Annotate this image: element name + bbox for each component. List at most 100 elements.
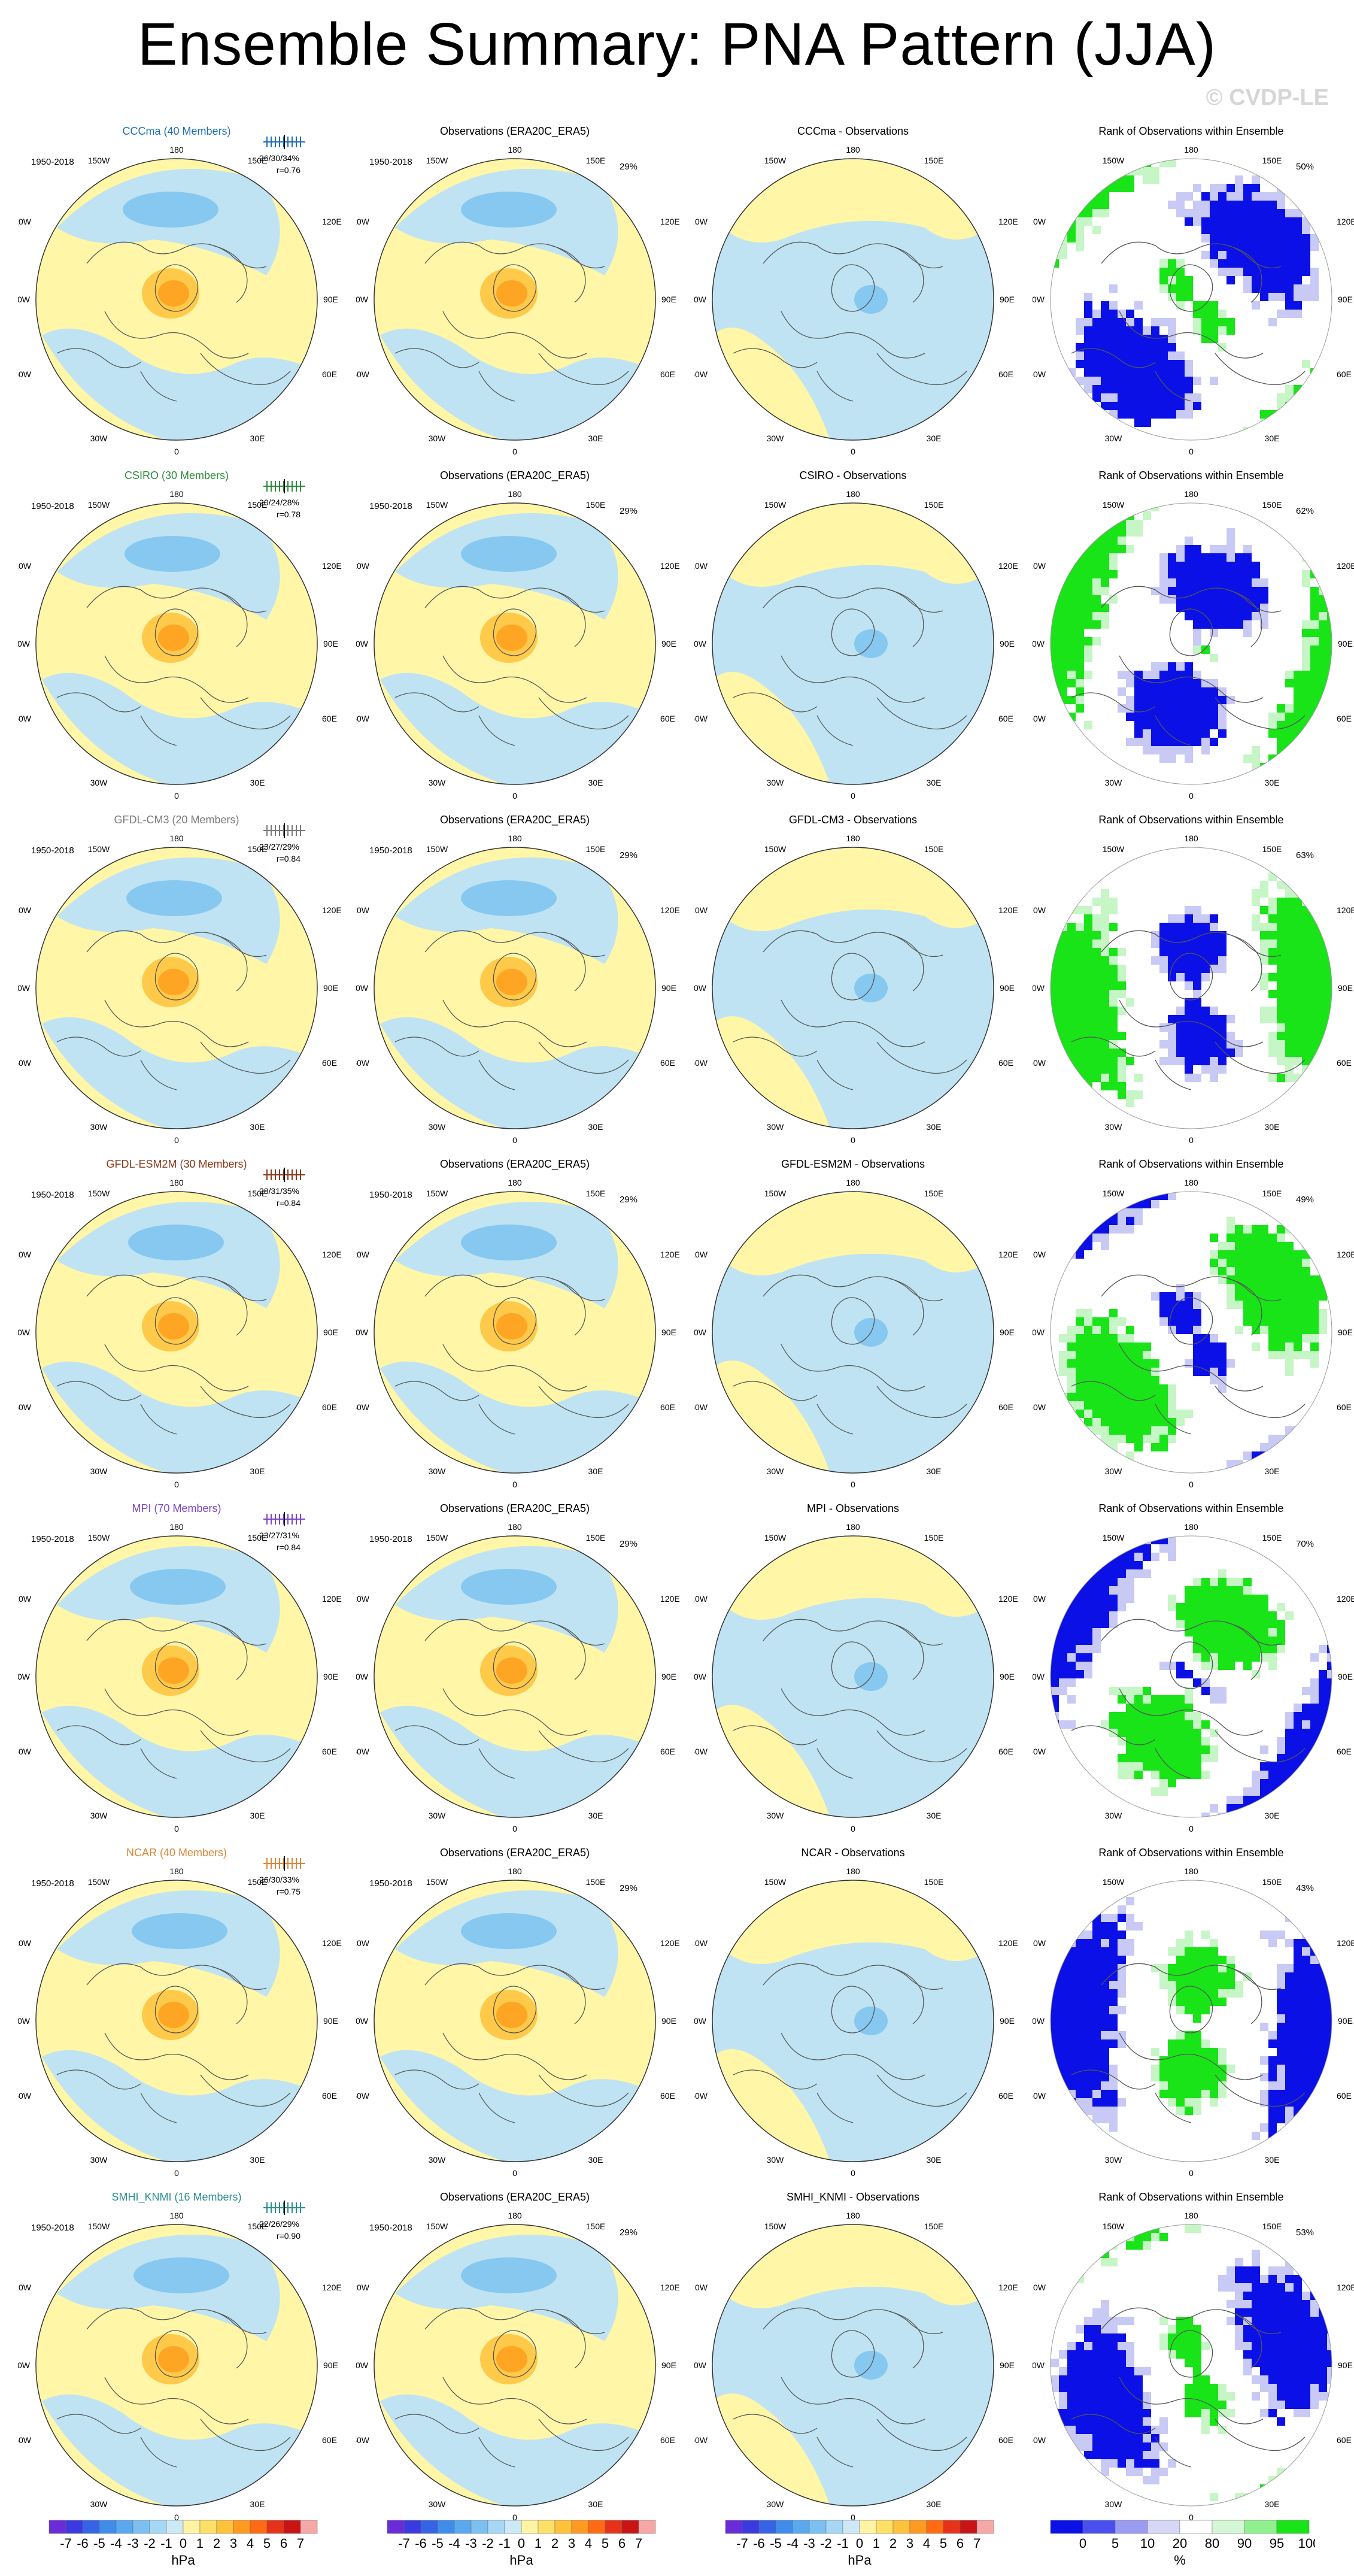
rank-cell: [1210, 1989, 1218, 1998]
rank-cell: [1118, 1410, 1126, 1418]
rank-cell: [1134, 1544, 1143, 1553]
rank-cell: [1319, 1670, 1327, 1678]
rank-cell: [1268, 217, 1277, 226]
observations-panel: Observations (ERA20C_ERA5) 1950-2018 29% 18…: [356, 805, 691, 1150]
rank-cell: [1193, 687, 1201, 696]
rank-cell: [1176, 578, 1185, 587]
rank-cell: [1268, 259, 1277, 268]
rank-cell: [1084, 2317, 1092, 2325]
rank-cell: [1051, 537, 1059, 545]
rank-cell: [1084, 2014, 1092, 2023]
lon-label-ene: 120E: [322, 561, 342, 571]
rank-cell: [1051, 562, 1059, 570]
rank-cell: [1210, 2073, 1218, 2081]
rank-cell: [1302, 990, 1310, 998]
rank-cell: [1151, 1737, 1159, 1745]
lon-label-s: 0: [512, 791, 517, 801]
rank-cell: [1118, 2401, 1126, 2409]
rank-cell: [1294, 956, 1302, 965]
rank-cell: [1268, 2107, 1277, 2115]
rank-cell: [1201, 1720, 1210, 1729]
rank-cell: [1176, 1695, 1185, 1704]
rank-cell: [1143, 2409, 1151, 2417]
lon-label-nw: 150W: [1103, 844, 1125, 854]
rank-cell: [1101, 2073, 1109, 2081]
rank-cell: [1193, 562, 1201, 570]
coastline-6: [816, 2436, 854, 2468]
rank-cell: [1059, 1998, 1067, 2006]
rank-cell: [1168, 1426, 1176, 1435]
rank-cell: [1201, 1603, 1210, 1611]
rank-cell: [1101, 1200, 1109, 1208]
rank-cell: [1059, 2392, 1067, 2401]
rank-cell: [1185, 940, 1193, 948]
rank-cell: [1201, 729, 1210, 738]
rank-cell: [1109, 1435, 1118, 1443]
rank-cell: [1084, 965, 1092, 973]
rank-cell: [1185, 1359, 1193, 1368]
rank-cell: [1109, 2098, 1118, 2107]
lon-label-ese: 60E: [322, 1402, 337, 1412]
rank-cell: [1310, 243, 1319, 251]
rank-cell: [1126, 1426, 1134, 1435]
rank-cell: [1218, 1040, 1227, 1048]
rank-cell: [1076, 234, 1084, 243]
rank-cell: [1185, 284, 1193, 293]
observations-title: Observations (ERA20C_ERA5): [440, 1847, 590, 1859]
rank-cell: [1260, 1292, 1268, 1301]
rank-cell: [1151, 713, 1159, 721]
rank-cell: [1101, 1553, 1109, 1561]
lon-label-w: 90W: [694, 2360, 707, 2370]
rank-cell: [1059, 1586, 1067, 1595]
map-field: [712, 503, 994, 784]
lon-label-nw: 150W: [88, 844, 110, 854]
rank-cell: [1185, 2401, 1193, 2409]
rank-cell: [1260, 2367, 1268, 2375]
rank-cell: [1134, 335, 1143, 343]
rank-cell: [1210, 923, 1218, 931]
rank-cell: [1310, 990, 1319, 998]
rank-cell: [1218, 1981, 1227, 1989]
rank-cell: [1210, 1234, 1218, 1242]
rank-cell: [1176, 2098, 1185, 2107]
rank-cell: [1327, 1393, 1332, 1401]
rank-cell: [1201, 2090, 1210, 2098]
rank-cell: [1143, 511, 1151, 520]
rank-cell: [1092, 570, 1101, 578]
coastline-1: [1119, 2377, 1264, 2425]
rank-cell: [1051, 998, 1059, 1007]
rank-cell: [1294, 1057, 1302, 1065]
rank-cell: [1210, 1662, 1218, 1670]
rank-cell: [1327, 1947, 1332, 1956]
rank-cell: [1327, 1712, 1332, 1720]
rank-cell: [1134, 1553, 1143, 1561]
rank-cell: [1302, 2325, 1310, 2333]
rank-cell: [1092, 1939, 1101, 1947]
rank-cell: [1101, 2014, 1109, 2023]
rank-cell: [1243, 2350, 1252, 2359]
rank-cell: [1168, 326, 1176, 335]
rank-cell: [1101, 948, 1109, 956]
rank-cell: [1059, 1334, 1067, 1342]
rank-cell: [1176, 1032, 1185, 1040]
rank-cell: [1051, 545, 1059, 553]
rank-cell: [1143, 343, 1151, 351]
rank-cell: [1319, 629, 1327, 637]
rank-cell: [1327, 629, 1332, 637]
rank-cell: [1193, 965, 1201, 973]
rank-cell: [1277, 1242, 1285, 1250]
rank-cell: [1092, 2098, 1101, 2107]
positive-core-inner: [158, 1313, 189, 1339]
rank-cell: [1185, 2039, 1193, 2048]
rank-cell: [1159, 2081, 1168, 2090]
rank-cell: [1327, 435, 1332, 440]
rank-cell: [1193, 696, 1201, 704]
rank-cell: [1243, 217, 1252, 226]
rank-cell: [1252, 1284, 1260, 1292]
rank-cell: [1168, 595, 1176, 604]
rank-cell: [1260, 1284, 1268, 1292]
rank-cell: [1218, 1956, 1227, 1964]
rank-cell: [1268, 2484, 1277, 2493]
rank-cell: [1151, 587, 1159, 595]
rank-cell: [1092, 1595, 1101, 1603]
